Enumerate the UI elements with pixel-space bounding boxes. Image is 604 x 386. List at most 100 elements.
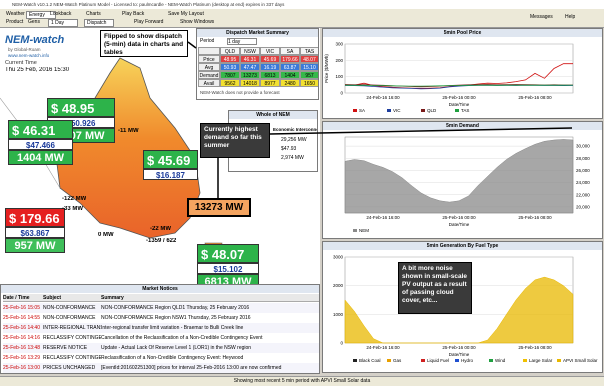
legend-swatch — [353, 359, 357, 362]
legend-label: QLD — [427, 108, 437, 113]
panel-title: 5min Demand — [323, 122, 602, 130]
region-average: $16.187 — [143, 169, 198, 180]
series-line — [344, 84, 574, 87]
notices-header: Summary — [101, 294, 319, 302]
notice-cell: NON-CONFORMANCE Region QLD1 Thursday, 25… — [101, 303, 319, 313]
notice-cell: Update - Actual Lack Of Reserve Level 1 … — [101, 343, 319, 353]
clock-label: Current Time — [5, 60, 37, 66]
summary-header: SA — [280, 47, 300, 55]
series-area — [344, 276, 574, 344]
chart: 0 100 200 300 24-Feb-16 16:00 25-Feb-16 00:00… — [324, 42, 574, 113]
toolbar-select[interactable]: 1 Day — [48, 19, 78, 27]
panel-title: Dispatch Market Summary — [197, 29, 318, 37]
x-tick-label: 24-Feb-16 16:00 — [366, 95, 400, 100]
x-tick-label: 25-Feb-16 00:00 — [442, 95, 476, 100]
y-tick-label: 1000 — [333, 312, 344, 317]
notice-cell: RESERVE NOTICE — [43, 343, 101, 353]
legend-swatch — [489, 359, 493, 362]
toolbar-label[interactable]: Lookback — [50, 11, 72, 17]
toolbar-button[interactable]: Help — [565, 14, 576, 20]
x-axis-label: Date/Time — [449, 222, 470, 227]
toolbar-label[interactable]: Play Forward — [134, 19, 164, 25]
toolbar-select[interactable]: Dispatch — [84, 19, 114, 27]
toolbar-label[interactable]: Charts — [86, 11, 101, 17]
legend-swatch — [353, 109, 357, 112]
summary-panel: Dispatch Market Summary Period 1 day QLD NSW… — [196, 28, 319, 100]
notice-cell: NON-CONFORMANCE — [43, 313, 101, 323]
summary-cell: 45.69 — [260, 55, 280, 63]
y-tick-label: 20,000 — [576, 204, 590, 209]
summary-header: QLD — [220, 47, 240, 55]
toolbar-label[interactable]: Gens — [28, 19, 40, 25]
summary-cell: 47.47 — [240, 63, 260, 71]
status-bar: Showing most recent 5 min period with AP… — [0, 376, 604, 386]
region-price: $ 179.66 — [5, 208, 65, 227]
y-axis-label: Price ($/MWh) — [324, 54, 329, 83]
toolbar-button[interactable]: Messages — [530, 14, 553, 20]
chart-panel: 5min Demand 20,000 22,000 24,000 26,000 28,00… — [322, 121, 603, 239]
callout: Flipped to show dispatch (5-min) data in… — [100, 30, 188, 57]
summary-cell: 8977 — [260, 79, 280, 87]
legend-swatch — [557, 359, 561, 362]
summary-cell: 14018 — [240, 79, 260, 87]
notice-cell: 25-Feb-16 14:16 — [3, 333, 43, 343]
logo: NEM-watch — [5, 34, 65, 46]
legend-label: TAS — [461, 108, 469, 113]
summary-cell: 46.31 — [240, 55, 260, 63]
panel-title: Market Notices — [1, 285, 319, 293]
summary-cell: Avail — [198, 79, 220, 87]
legend-swatch — [387, 109, 391, 112]
notice-cell: Cancellation of the Reclassification of … — [101, 333, 319, 343]
toolbar-label[interactable]: Save My Layout — [168, 11, 204, 17]
legend-label: NEM — [359, 228, 369, 233]
region-price: $ 48.07 — [197, 244, 259, 263]
interconnector-flow: -11 MW — [118, 128, 139, 134]
summary-cell: 1650 — [300, 79, 318, 87]
toolbar-label[interactable]: Play Back — [122, 11, 145, 17]
chart-panel: 5min Pool Price 0 100 200 300 24-Feb-16 16:00… — [322, 28, 603, 119]
legend-swatch — [421, 109, 425, 112]
interconnector-flow: 0 MW — [98, 232, 114, 238]
interconnector-flow: -1359 / 622 — [146, 238, 177, 244]
legend-swatch — [421, 359, 425, 362]
region-demand: 957 MW — [5, 238, 65, 253]
y-tick-label: 28,000 — [576, 156, 590, 161]
toolbar-label[interactable]: Product — [6, 19, 24, 25]
panel-title: 5min Generation By Fuel Type — [323, 242, 602, 250]
region-average: $15.102 — [197, 263, 259, 274]
summary-cell: 9562 — [220, 79, 240, 87]
clock-time: Thu 25 Feb, 2016 15:30 — [5, 67, 70, 73]
legend-swatch — [455, 109, 459, 112]
toolbar-label[interactable]: Weather — [6, 11, 25, 17]
legend-swatch — [455, 359, 459, 362]
summary-cell: 63.87 — [280, 63, 300, 71]
nem-value: $47.93 — [281, 146, 297, 152]
y-tick-label: 0 — [340, 341, 343, 346]
toolbar-select[interactable]: Energy — [26, 11, 56, 19]
notice-cell: 25-Feb-16 15:05 — [3, 303, 43, 313]
y-tick-label: 0 — [340, 91, 343, 96]
interconnector-flow: -33 MW — [62, 206, 83, 212]
toolbar-label[interactable]: Show Windows — [180, 19, 215, 25]
summary-cell: 2480 — [280, 79, 300, 87]
logo-by: by Global-Roam — [8, 47, 41, 52]
y-tick-label: 22,000 — [576, 192, 590, 197]
summary-cell: 7807 — [220, 71, 240, 79]
y-tick-label: 100 — [335, 74, 343, 79]
panel-title: 5min Pool Price — [323, 29, 602, 37]
summary-cell: 48.95 — [220, 55, 240, 63]
y-tick-label: 200 — [335, 58, 343, 63]
lookback-select[interactable]: 1 day — [227, 38, 257, 45]
legend-swatch — [523, 359, 527, 362]
region-demand: 1404 MW — [8, 150, 73, 165]
summary-cell: Demand — [198, 71, 220, 79]
legend-label: Gas — [393, 358, 402, 363]
y-tick-label: 3000 — [333, 255, 344, 260]
summary-cell: 50.93 — [220, 63, 240, 71]
panel-subtitle: Economic Interconnectors — [273, 127, 317, 132]
logo-url: www.nem-watch.info — [8, 53, 50, 58]
y-tick-label: 300 — [335, 42, 343, 47]
notice-cell: NON-CONFORMANCE — [43, 303, 101, 313]
legend-label: SA — [359, 108, 365, 113]
